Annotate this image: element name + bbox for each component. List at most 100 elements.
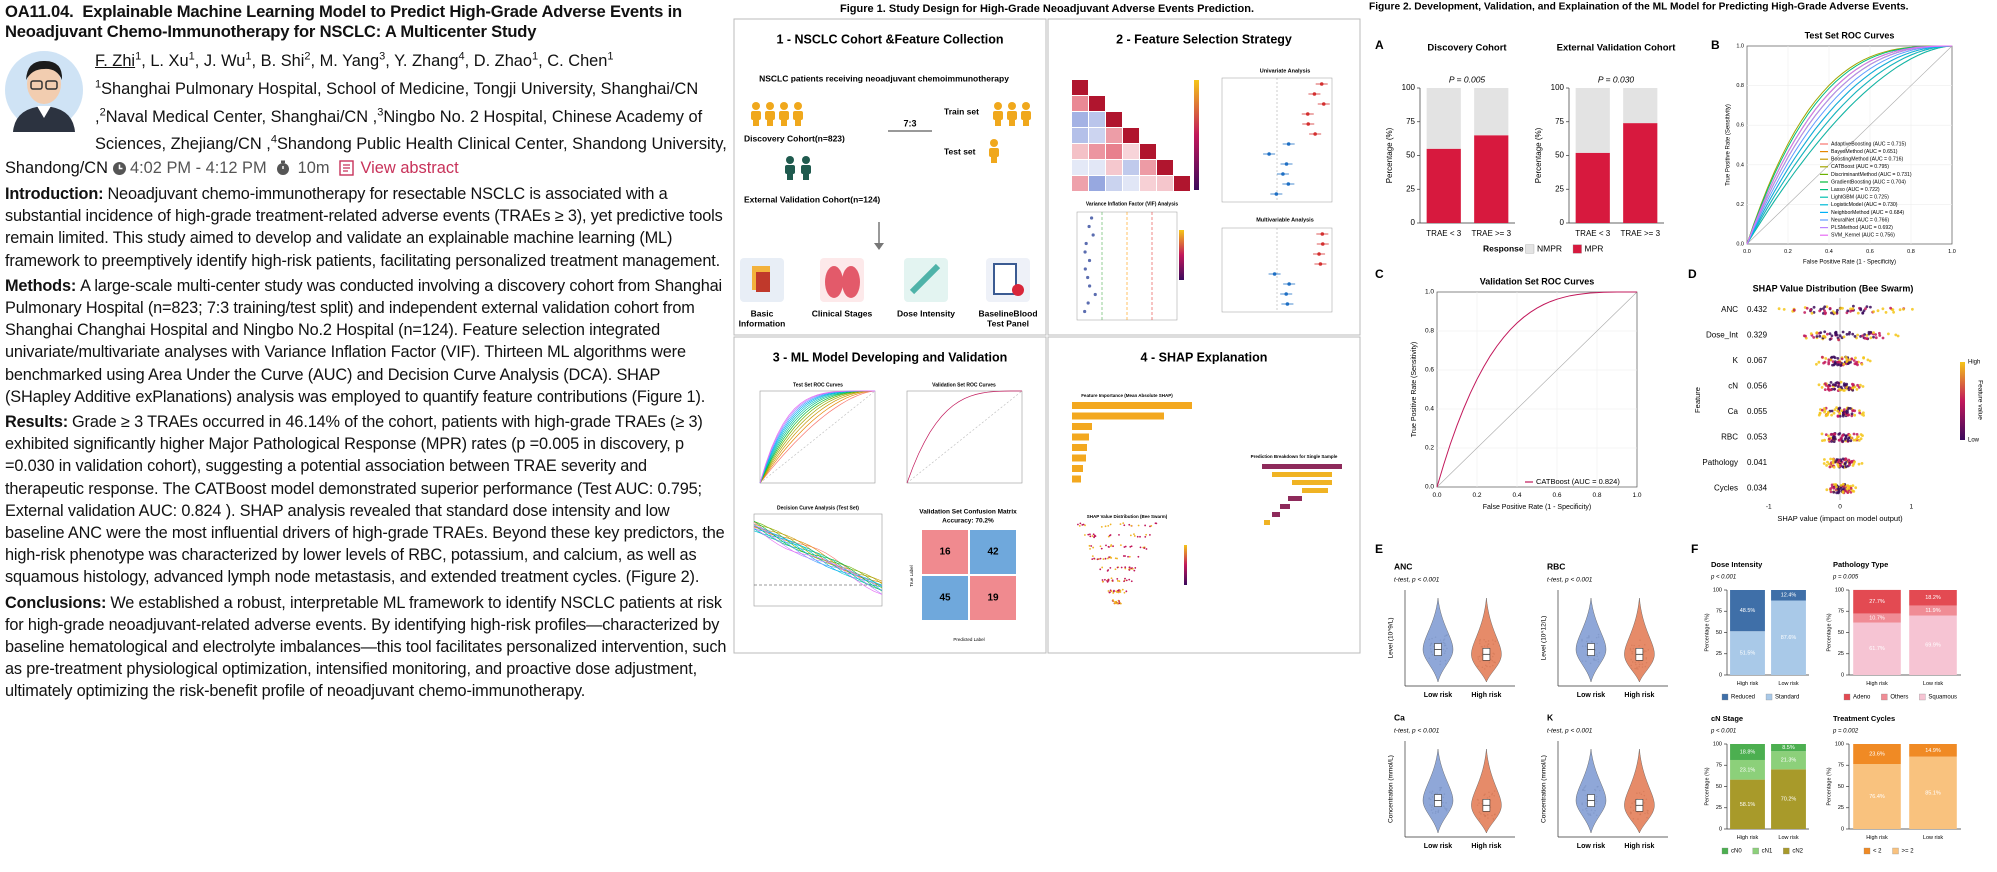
y-axis-label: True Positive Rate (Sensitivity): [1411, 342, 1418, 437]
beeswarm-dot: [1119, 523, 1122, 526]
vif-point: [1087, 258, 1092, 263]
beeswarm-dot: [1850, 460, 1853, 464]
forest-point: [1284, 292, 1289, 296]
beeswarm-dot: [1823, 407, 1826, 410]
beeswarm-dot: [1834, 381, 1838, 385]
beeswarm-dot: [1820, 386, 1824, 389]
y-axis-label: Percentage (%): [1534, 127, 1543, 183]
beeswarm-dot: [1869, 305, 1872, 309]
beeswarm-dot: [1852, 490, 1856, 493]
panel-frame: [1047, 336, 1361, 654]
chart-title: External Validation Cohort: [1557, 43, 1677, 54]
beeswarm-dot: [1852, 432, 1856, 436]
y-tick-label: 100: [1713, 741, 1722, 747]
roc-curve: [759, 390, 875, 484]
beeswarm-dot: [1841, 482, 1845, 486]
breakdown-bar: [1302, 488, 1328, 493]
beeswarm-colorbar: [1184, 545, 1187, 585]
cm-axis-label: Predicted Label: [953, 637, 984, 642]
y-tick-label: 0: [1719, 826, 1722, 832]
y-tick-label: 0.0: [1736, 241, 1744, 247]
beeswarm-dot: [1815, 331, 1819, 335]
heatmap-cell: [1106, 144, 1122, 159]
chart-subtitle: p = 0.002: [1832, 729, 1859, 735]
importance-bar: [1072, 412, 1164, 420]
plot-title: SHAP Value Distribution (Bee Swarm): [1753, 283, 1914, 293]
beeswarm-dot: [1839, 364, 1843, 367]
beeswarm-dot: [1839, 463, 1842, 467]
bar-segment: [1771, 600, 1806, 675]
forest-point: [1286, 142, 1291, 146]
panel-letter: B: [1711, 38, 1720, 52]
beeswarm-dot: [1839, 484, 1843, 487]
beeswarm-dot: [1844, 489, 1847, 493]
bar-segment: [1771, 751, 1806, 770]
beeswarm-dot: [1154, 522, 1157, 525]
bar-segment: [1853, 764, 1901, 829]
roc-curve: [1746, 45, 1952, 245]
legend-label: >= 2: [1902, 849, 1915, 855]
heatmap-cell: [1072, 112, 1088, 127]
author-name: M. Yang: [319, 52, 380, 71]
split-ratio: 7:3: [903, 118, 916, 128]
bar-segment: [1623, 88, 1658, 124]
value-label: 87.6%: [1781, 635, 1797, 641]
x-tick-label: 0: [1838, 504, 1842, 511]
person-icon-legs: [767, 119, 773, 126]
beeswarm-dot: [1083, 534, 1086, 536]
x-tick-label: 0.2: [1784, 249, 1792, 255]
session-time: 4:02 PM - 4:12 PM: [129, 158, 267, 177]
x-tick-label: Low risk: [1577, 843, 1606, 850]
roc-diagonal: [906, 390, 1023, 484]
beeswarm-dot: [1848, 463, 1851, 467]
figure-title: Figure 2. Development, Validation, and E…: [1369, 2, 1909, 13]
x-tick-label: 0.4: [1512, 492, 1521, 499]
dca-curve: [753, 528, 883, 588]
beeswarm-dot: [1846, 491, 1850, 494]
icon-clipboard: [993, 263, 1017, 295]
plot-title: SHAP Value Distribution (Bee Swarm): [1087, 514, 1168, 519]
roc-curve: [1746, 45, 1953, 245]
dca-curve: [753, 525, 883, 591]
beeswarm-dot: [1865, 334, 1869, 337]
beeswarm-dot: [1832, 490, 1836, 494]
beeswarm-dot: [1116, 579, 1119, 582]
beeswarm-dot: [1106, 581, 1109, 583]
y-tick-label: 25: [1838, 805, 1844, 811]
legend-swatch: [1721, 693, 1729, 701]
beeswarm-dot: [1804, 334, 1807, 338]
beeswarm-dot: [1124, 567, 1127, 570]
beeswarm-dot: [1858, 411, 1862, 415]
beeswarm-dot: [1122, 522, 1125, 525]
view-abstract-link[interactable]: View abstract: [360, 158, 459, 177]
beeswarm-dot: [1841, 440, 1845, 443]
cm-cell: [970, 530, 1016, 574]
x-tick-label: High risk: [1737, 681, 1759, 687]
x-tick-label: TRAE >= 3: [1471, 229, 1511, 238]
violin: [1422, 748, 1454, 834]
feature-value: 0.041: [1747, 458, 1768, 467]
author-affiliation: 4: [458, 51, 465, 63]
roc-curve: [1746, 45, 1953, 245]
beeswarm-dot: [1861, 434, 1864, 437]
author-name: Y. Zhang: [394, 52, 459, 71]
beeswarm-dot: [1856, 333, 1859, 337]
legend-label: Standard: [1775, 695, 1799, 701]
beeswarm-dot: [1123, 591, 1126, 594]
forest-point: [1272, 272, 1277, 276]
beeswarm-dot: [1831, 457, 1835, 461]
x-tick-label: 0.8: [1907, 249, 1915, 255]
beeswarm-dot: [1107, 569, 1110, 571]
affiliation-text: Shanghai Pulmonary Hospital, School of M…: [95, 80, 699, 126]
heatmap-cell: [1174, 176, 1190, 191]
y-tick-label: 75: [1838, 609, 1844, 615]
bar-segment: [1575, 152, 1610, 223]
beeswarm-dot: [1137, 524, 1140, 527]
beeswarm-dot: [1823, 438, 1826, 442]
beeswarm-dot: [1810, 311, 1814, 315]
section-label: Introduction:: [5, 184, 104, 203]
beeswarm-dot: [1828, 338, 1832, 341]
external-cohort: External Validation Cohort(n=124): [744, 194, 880, 204]
beeswarm-dot: [1849, 486, 1853, 490]
author-list: F. Zhi1, L. Xu1, J. Wu1, B. Shi2, M. Yan…: [95, 51, 614, 71]
